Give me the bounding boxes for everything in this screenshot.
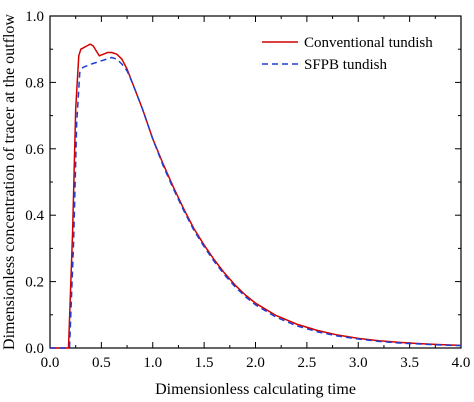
legend-label-sfpb: SFPB tundish (304, 57, 387, 73)
y-tick-label: 0.6 (25, 142, 44, 158)
y-tick-label: 0.0 (25, 341, 44, 357)
y-tick-label: 1.0 (25, 9, 44, 25)
x-tick-label: 1.0 (143, 355, 162, 371)
series-layer (50, 43, 462, 349)
x-tick-label: 0.5 (92, 355, 111, 371)
x-axis-title: Dimensionless calculating time (155, 381, 356, 398)
y-axis-title: Dimensionless concentration of tracer at… (1, 14, 18, 350)
x-tick-label: 4.0 (452, 355, 471, 371)
legend: Conventional tundish SFPB tundish (262, 35, 433, 73)
x-tick-label: 1.5 (195, 355, 214, 371)
x-tick-label: 0.0 (41, 355, 60, 371)
plot-frame (49, 15, 462, 349)
y-tick-label: 0.4 (25, 208, 44, 224)
x-tick-label: 2.5 (298, 355, 317, 371)
y-tick-label: 0.8 (25, 75, 44, 91)
x-tick-label: 3.5 (400, 355, 419, 371)
y-tick-label: 0.2 (25, 275, 44, 291)
series-line-conventional (50, 43, 462, 349)
legend-label-conventional: Conventional tundish (304, 35, 433, 51)
axis-ticks: 0.0 0.5 1.0 1.5 2.0 2.5 3.0 3.5 4.0 0.0 0.2 0.4 0.6 0… (25, 9, 470, 371)
x-tick-label: 2.0 (246, 355, 265, 371)
x-tick-label: 3.0 (349, 355, 368, 371)
series-line-sfpb (50, 56, 462, 349)
